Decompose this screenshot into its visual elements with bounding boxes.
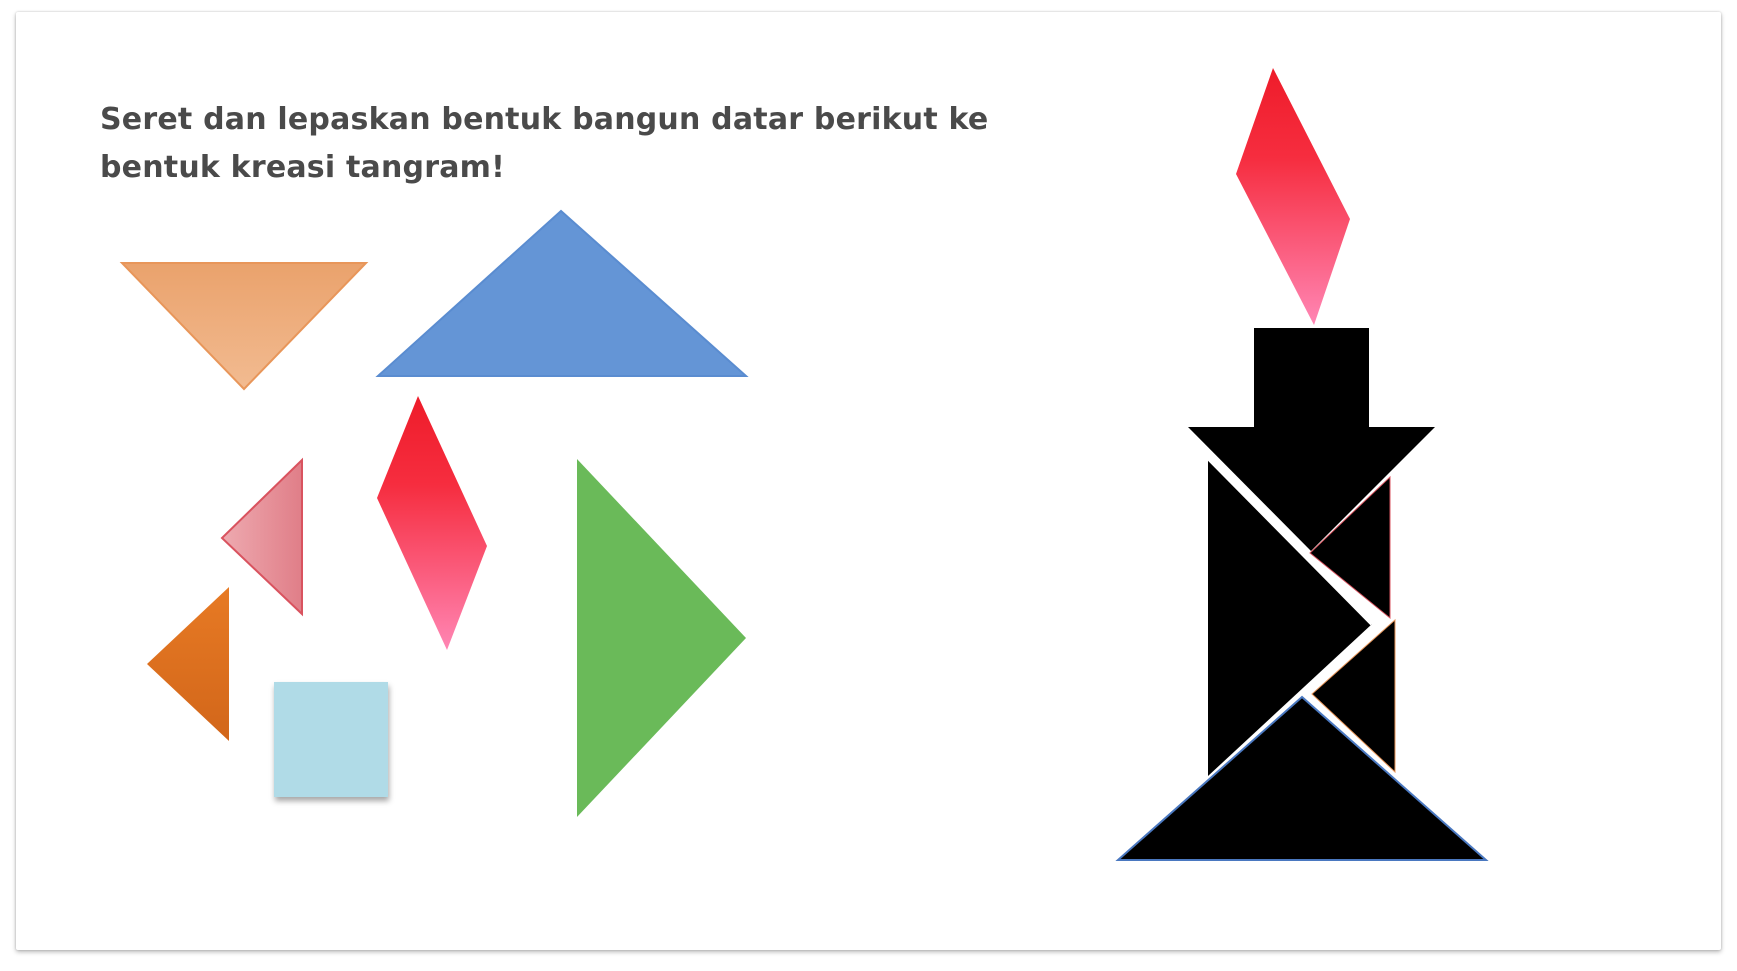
blue-large-triangle[interactable] (375, 209, 749, 377)
target-small-triangle-slot-upper (1309, 475, 1391, 620)
green-large-triangle[interactable] (577, 459, 746, 817)
target-medium-triangle-slot (1188, 427, 1435, 551)
candle-silhouette (1115, 68, 1489, 861)
pieces-tray (119, 209, 749, 817)
dark-orange-small-triangle[interactable] (147, 587, 229, 741)
instruction-text: Seret dan lepaskan bentuk bangun datar b… (100, 102, 989, 185)
red-parallelogram[interactable] (377, 396, 487, 650)
target-base-triangle-slot (1115, 695, 1489, 861)
light-blue-square[interactable] (274, 682, 388, 797)
pink-small-triangle[interactable] (220, 457, 303, 617)
target-small-triangle-slot-lower (1311, 618, 1396, 774)
target-gap-line (1206, 456, 1374, 626)
target-square-slot (1254, 328, 1369, 428)
target-large-triangle-slot (1208, 458, 1372, 776)
orange-medium-triangle[interactable] (119, 262, 369, 391)
target-flame-parallelogram (1236, 68, 1350, 325)
